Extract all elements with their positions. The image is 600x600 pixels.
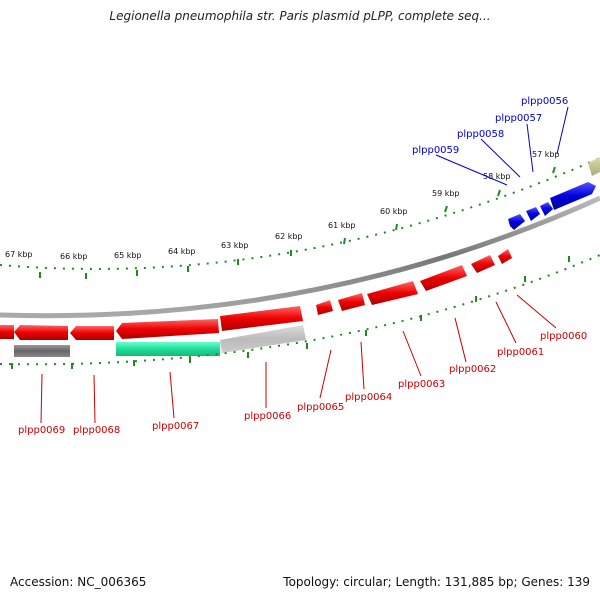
feature-bars <box>14 325 306 357</box>
gene-arrow-red[interactable] <box>420 265 467 291</box>
topology-label: Topology: circular; Length: 131,885 bp; … <box>283 575 590 589</box>
gene-arrow-red[interactable] <box>471 255 495 273</box>
blue-leader-lines <box>435 106 569 186</box>
gene-label[interactable]: plpp0069 <box>18 425 65 436</box>
gene-arrow-red[interactable] <box>14 325 68 340</box>
reverse-strand-genes <box>0 249 512 340</box>
gene-arrow-red[interactable] <box>220 306 303 331</box>
feature-bar-light[interactable] <box>220 325 306 353</box>
inner-major-ticks <box>11 256 570 369</box>
gene-label[interactable]: plpp0066 <box>244 411 291 422</box>
gene-label[interactable]: plpp0059 <box>412 145 459 156</box>
kbp-label: 57 kbp <box>532 150 560 159</box>
red-leader-lines <box>40 294 557 424</box>
gene-label[interactable]: plpp0065 <box>297 402 344 413</box>
gene-label[interactable]: plpp0056 <box>521 96 568 107</box>
gene-arrow-blue[interactable] <box>550 182 596 210</box>
gene-arrow-red[interactable] <box>70 326 114 340</box>
kbp-label: 67 kbp <box>5 250 33 259</box>
blue-gene-labels: plpp0056 plpp0057 plpp0058 plpp0059 <box>412 96 568 156</box>
kbp-label: 63 kbp <box>221 241 249 250</box>
gene-arrow-red[interactable] <box>498 249 512 264</box>
gene-label[interactable]: plpp0068 <box>73 425 120 436</box>
gene-arrow-blue[interactable] <box>526 207 540 221</box>
gene-arrow-olive[interactable] <box>588 157 600 176</box>
kbp-labels: 57 kbp 58 kbp 59 kbp 60 kbp 61 kbp 62 kb… <box>5 150 560 261</box>
feature-bar-grey[interactable] <box>14 345 70 357</box>
gene-label[interactable]: plpp0062 <box>449 364 496 375</box>
kbp-label: 60 kbp <box>380 207 408 216</box>
gene-arrow-red[interactable] <box>367 281 418 305</box>
kbp-label: 65 kbp <box>114 251 142 260</box>
gene-label[interactable]: plpp0061 <box>497 347 544 358</box>
gene-arrow-blue[interactable] <box>540 202 553 216</box>
kbp-label: 66 kbp <box>60 252 88 261</box>
kbp-label: 61 kbp <box>328 221 356 230</box>
map-title: Legionella pneumophila str. Paris plasmi… <box>109 9 491 23</box>
kbp-label: 58 kbp <box>483 172 511 181</box>
gene-arrow-red[interactable] <box>338 293 365 311</box>
accession-label: Accession: NC_006365 <box>10 575 147 589</box>
outer-major-ticks <box>39 166 556 279</box>
gene-arrow-red[interactable] <box>116 319 219 339</box>
gene-label[interactable]: plpp0063 <box>398 379 445 390</box>
forward-strand-genes <box>508 157 600 230</box>
gene-arrow-red[interactable] <box>0 325 14 339</box>
gene-label[interactable]: plpp0060 <box>540 331 587 342</box>
kbp-label: 62 kbp <box>275 232 303 241</box>
kbp-label: 59 kbp <box>432 189 460 198</box>
plasmid-backbone <box>0 195 600 319</box>
gene-label[interactable]: plpp0067 <box>152 421 199 432</box>
gene-label[interactable]: plpp0064 <box>345 392 392 403</box>
feature-bar-green[interactable] <box>116 342 220 356</box>
gene-label[interactable]: plpp0057 <box>495 113 542 124</box>
gene-arrow-blue[interactable] <box>508 214 525 230</box>
gene-label[interactable]: plpp0058 <box>457 129 504 140</box>
kbp-label: 64 kbp <box>168 247 196 256</box>
gene-arrow-red[interactable] <box>316 300 333 315</box>
red-gene-labels: plpp0060 plpp0061 plpp0062 plpp0063 plpp… <box>18 331 587 436</box>
inner-tick-track <box>0 254 600 366</box>
